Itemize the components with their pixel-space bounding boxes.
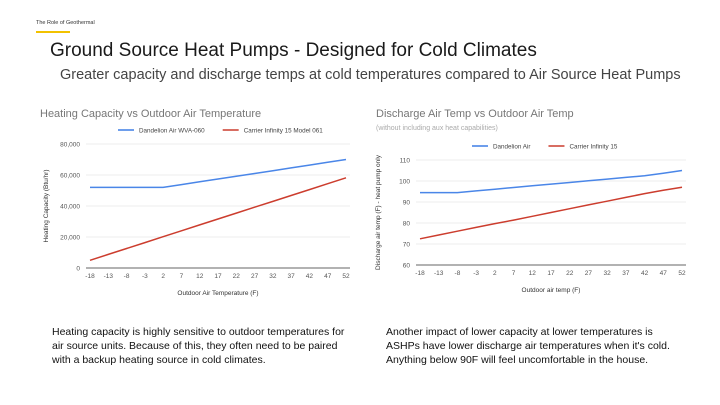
x-tick-label: 22 [233, 273, 241, 280]
x-tick-label: -13 [434, 270, 444, 277]
y-tick-label: 110 [400, 158, 411, 165]
chart-title: Heating Capacity vs Outdoor Air Temperat… [40, 108, 262, 120]
x-tick-label: 52 [678, 270, 686, 277]
series-line [419, 186, 683, 240]
x-tick-label: 27 [251, 273, 259, 280]
y-tick-label: 80 [403, 221, 411, 228]
x-tick-label: 42 [306, 273, 314, 280]
x-tick-label: 27 [585, 270, 593, 277]
x-axis-title: Outdoor air temp (F) [522, 287, 581, 294]
y-tick-label: 60 [403, 263, 411, 270]
y-tick-label: 20,000 [60, 235, 80, 242]
caption-right: Another impact of lower capacity at lowe… [386, 326, 670, 366]
chart-panel-discharge-temp: Discharge Air Temp vs Outdoor Air Temp (… [368, 98, 698, 312]
x-tick-label: 47 [324, 273, 332, 280]
slide-title: Ground Source Heat Pumps - Designed for … [50, 40, 537, 61]
y-tick-label: 60,000 [60, 173, 80, 180]
x-tick-label: -18 [415, 270, 425, 277]
y-tick-label: 70 [403, 242, 411, 249]
series-line [420, 169, 683, 194]
x-tick-label: -3 [142, 273, 148, 280]
x-tick-label: 12 [196, 273, 204, 280]
y-axis-title: Discharge air temp (F) - heat pump only [375, 154, 382, 270]
caption-left: Heating capacity is highly sensitive to … [52, 326, 345, 366]
legend-label: Dandelion Air WVA-060 [139, 127, 205, 134]
x-tick-label: 42 [641, 270, 649, 277]
x-tick-label: 2 [493, 270, 497, 277]
x-tick-label: 22 [566, 270, 574, 277]
x-tick-label: 32 [269, 273, 277, 280]
x-tick-label: -18 [85, 273, 95, 280]
x-tick-label: 37 [622, 270, 630, 277]
legend-label: Carrier Infinity 15 Model 061 [244, 127, 324, 134]
x-tick-label: 37 [288, 273, 296, 280]
x-tick-label: 47 [660, 270, 668, 277]
y-tick-label: 80,000 [60, 142, 80, 149]
x-tick-label: 32 [604, 270, 612, 277]
x-tick-label: 52 [342, 273, 350, 280]
x-tick-label: 17 [214, 273, 222, 280]
y-axis-title: Heating Capacity (Btu/hr) [43, 170, 50, 243]
legend-label: Dandelion Air [493, 143, 530, 150]
eyebrow-rule [36, 31, 70, 33]
slide-eyebrow: The Role of Geothermal [36, 20, 95, 26]
x-tick-label: -8 [455, 270, 461, 277]
series-line [90, 158, 347, 189]
y-tick-label: 90 [403, 200, 411, 207]
x-tick-label: 17 [547, 270, 555, 277]
chart-subtitle: (without including aux heat capabilities… [376, 125, 498, 132]
x-axis-title: Outdoor Air Temperature (F) [177, 290, 258, 297]
slide-subtitle: Greater capacity and discharge temps at … [60, 67, 681, 83]
legend-label: Carrier Infinity 15 [569, 143, 617, 150]
x-tick-label: 2 [161, 273, 165, 280]
y-tick-label: 0 [76, 266, 80, 273]
y-tick-label: 40,000 [60, 204, 80, 211]
x-tick-label: 12 [529, 270, 537, 277]
x-tick-label: 7 [180, 273, 184, 280]
chart-title: Discharge Air Temp vs Outdoor Air Temp [376, 108, 574, 120]
x-tick-label: 7 [512, 270, 516, 277]
y-tick-label: 100 [399, 179, 410, 186]
x-tick-label: -3 [473, 270, 479, 277]
chart-panel-heating-capacity: Heating Capacity vs Outdoor Air Temperat… [36, 98, 360, 312]
x-tick-label: -13 [104, 273, 114, 280]
x-tick-label: -8 [124, 273, 130, 280]
series-line [89, 177, 347, 262]
